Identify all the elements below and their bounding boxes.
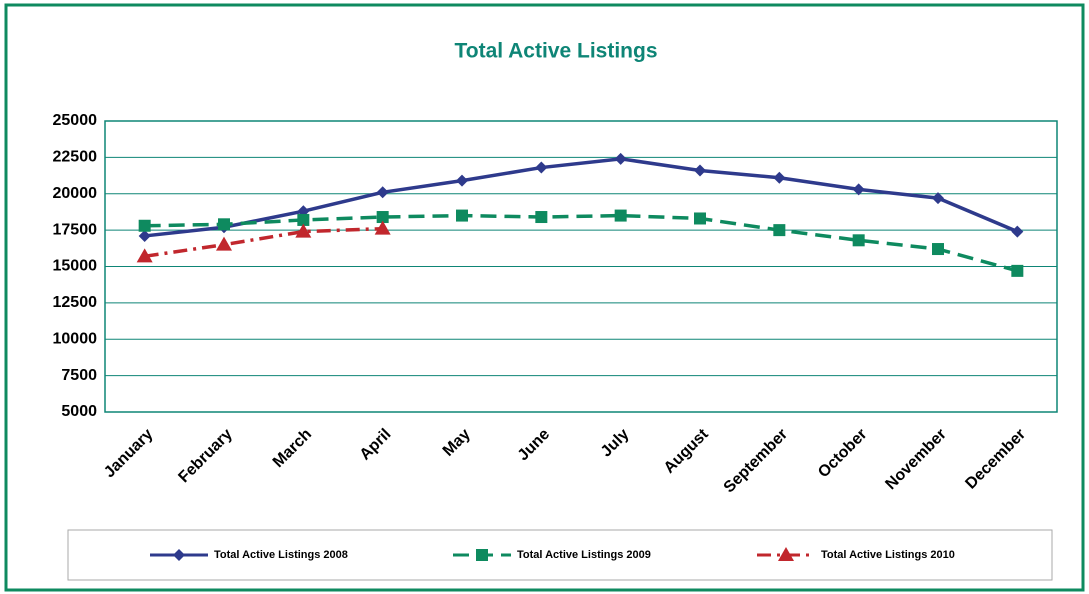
marker bbox=[614, 209, 627, 222]
marker bbox=[376, 186, 389, 199]
marker bbox=[1011, 264, 1024, 277]
y-tick-label: 7500 bbox=[61, 367, 97, 384]
marker bbox=[297, 213, 310, 226]
legend-marker bbox=[173, 549, 185, 561]
marker bbox=[374, 220, 391, 235]
plot-area bbox=[104, 120, 1058, 413]
y-tick-label: 15000 bbox=[53, 258, 98, 275]
marker bbox=[216, 236, 232, 251]
marker bbox=[773, 171, 786, 184]
marker bbox=[852, 234, 865, 247]
y-tick-label: 17500 bbox=[53, 221, 98, 238]
y-tick-label: 10000 bbox=[53, 330, 98, 347]
y-tick-label: 5000 bbox=[61, 403, 97, 420]
marker bbox=[535, 211, 548, 224]
marker bbox=[694, 164, 706, 177]
y-tick-label: 12500 bbox=[53, 294, 98, 311]
marker bbox=[295, 223, 312, 238]
marker bbox=[694, 212, 706, 225]
series-line bbox=[144, 213, 1018, 273]
marker bbox=[932, 243, 944, 256]
marker bbox=[852, 183, 865, 196]
marker bbox=[535, 161, 548, 174]
y-tick-label: 20000 bbox=[53, 185, 98, 202]
marker bbox=[614, 152, 627, 165]
marker bbox=[456, 209, 468, 222]
series-line bbox=[144, 157, 1019, 238]
marker bbox=[376, 211, 389, 224]
marker bbox=[136, 248, 153, 263]
marker bbox=[1011, 225, 1024, 238]
legend-label: Total Active Listings 2010 bbox=[821, 549, 955, 561]
y-tick-label: 22500 bbox=[53, 149, 98, 166]
legend-marker bbox=[778, 547, 794, 561]
marker bbox=[773, 224, 786, 237]
marker bbox=[932, 192, 944, 205]
chart-frame bbox=[4, 3, 1085, 592]
marker bbox=[218, 218, 230, 231]
y-tick-label: 25000 bbox=[53, 112, 98, 129]
legend-label: Total Active Listings 2008 bbox=[214, 549, 348, 561]
legend-box bbox=[67, 529, 1053, 581]
legend-label: Total Active Listings 2009 bbox=[517, 549, 651, 561]
series-line bbox=[144, 226, 383, 259]
marker bbox=[138, 219, 151, 232]
marker bbox=[456, 174, 468, 187]
marker bbox=[138, 229, 151, 242]
legend-marker bbox=[476, 549, 488, 561]
chart-title: Total Active Listings bbox=[454, 40, 657, 63]
